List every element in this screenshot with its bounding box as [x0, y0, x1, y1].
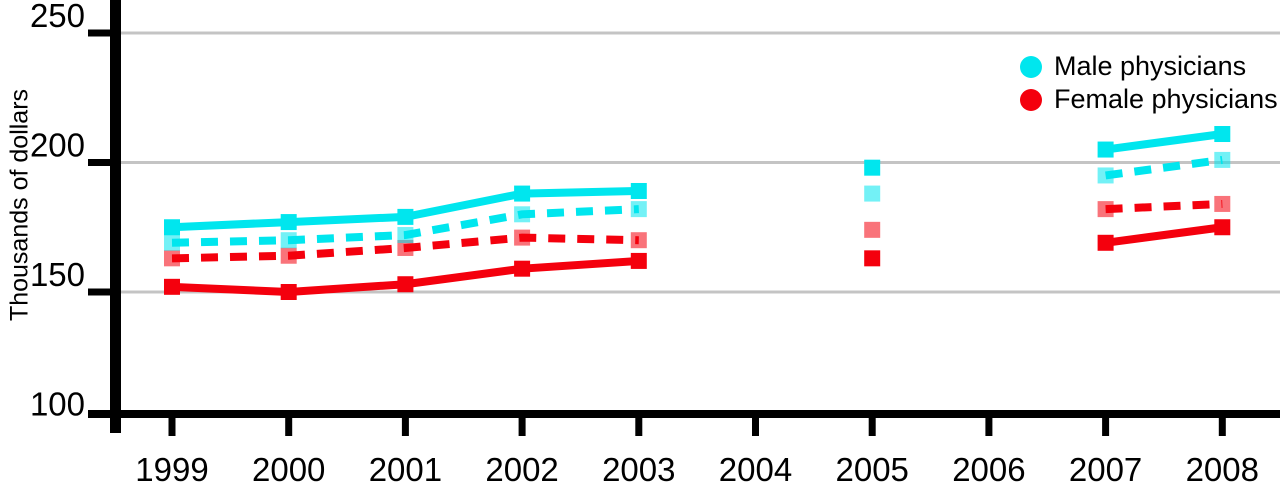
data-point-female-dashed-1999: [164, 250, 180, 267]
data-point-female-dashed-2001: [397, 239, 414, 256]
x-tick-2007: [1102, 418, 1110, 436]
data-point-female-dashed-2002: [514, 229, 531, 246]
legend-label-male-physicians: Male physicians: [1054, 51, 1247, 81]
x-tick-2004: [752, 418, 759, 436]
y-tick-150: [88, 288, 110, 296]
x-tick-label-2007: 2007: [1069, 451, 1142, 487]
data-point-female-solid-2007: [1097, 234, 1114, 251]
data-point-female-solid-2008: [1214, 219, 1231, 236]
series-line-male-solid: [1105, 130, 1223, 154]
x-tick-2002: [518, 418, 526, 436]
legend-item-male: Male physicians: [1020, 50, 1278, 83]
data-point-female-dashed-2000: [280, 247, 297, 264]
series-line-male-dashed: [1105, 155, 1223, 180]
y-tick-label-150: 150: [30, 256, 85, 293]
x-tick-label-2003: 2003: [602, 451, 675, 487]
data-point-female-dashed-2008: [1214, 195, 1231, 212]
legend: Male physicians Female physicians: [1020, 50, 1278, 116]
series-line-female-dashed: [1105, 199, 1223, 214]
x-tick-2000: [285, 418, 293, 436]
x-tick-2008: [1218, 418, 1226, 436]
data-point-male-dashed-2005: [864, 185, 881, 202]
y-axis-spine: [110, 0, 121, 433]
male-physicians-legend-dot-icon: [1020, 55, 1042, 78]
data-point-female-solid-2005: [864, 250, 881, 267]
y-tick-200: [88, 159, 110, 166]
x-tick-label-1999: 1999: [135, 451, 208, 487]
x-tick-label-2000: 2000: [252, 451, 325, 487]
data-point-male-dashed-2000: [280, 232, 297, 249]
x-tick-1999: [168, 418, 176, 436]
x-tick-2003: [635, 418, 643, 436]
legend-item-female: Female physicians: [1020, 83, 1278, 116]
y-axis-title: Thousands of dollars: [5, 88, 34, 322]
data-point-male-dashed-2002: [514, 206, 531, 223]
y-tick-label-100: 100: [30, 386, 85, 423]
x-tick-label-2006: 2006: [952, 451, 1025, 487]
data-point-female-solid-2003: [630, 252, 647, 269]
data-point-male-dashed-2003: [630, 201, 647, 218]
data-point-female-solid-2002: [514, 260, 531, 277]
data-point-male-dashed-2007: [1097, 167, 1114, 184]
data-point-male-solid-2008: [1214, 126, 1231, 143]
data-point-male-solid-2001: [397, 208, 414, 225]
data-point-male-solid-1999: [164, 219, 180, 236]
x-tick-label-2001: 2001: [369, 451, 442, 487]
data-point-male-dashed-2001: [397, 227, 414, 244]
x-tick-label-2002: 2002: [485, 451, 558, 487]
data-point-male-solid-2003: [630, 182, 647, 199]
y-tick-label-200: 200: [30, 127, 85, 164]
data-point-male-solid-2000: [280, 214, 297, 231]
x-tick-label-2004: 2004: [719, 451, 792, 487]
data-point-female-dashed-2005: [864, 221, 881, 238]
data-point-male-dashed-2008: [1214, 151, 1231, 168]
data-point-male-solid-2007: [1097, 141, 1114, 158]
x-tick-2006: [985, 418, 993, 436]
x-tick-label-2005: 2005: [835, 451, 908, 487]
data-point-female-solid-2001: [397, 276, 414, 293]
data-point-male-solid-2002: [514, 185, 531, 202]
y-tick-label-250: 250: [30, 0, 85, 34]
data-point-male-solid-2005: [864, 159, 881, 176]
series-line-female-solid: [1105, 223, 1223, 247]
data-point-female-solid-1999: [164, 278, 180, 295]
legend-label-female-physicians: Female physicians: [1054, 84, 1278, 114]
x-axis-baseline: [88, 410, 1280, 418]
data-point-male-dashed-1999: [164, 234, 180, 251]
x-tick-2001: [401, 418, 409, 436]
data-point-female-dashed-2003: [630, 232, 647, 249]
x-tick-label-2008: 2008: [1186, 451, 1259, 487]
female-physicians-legend-dot-icon: [1020, 88, 1042, 111]
y-tick-250: [88, 29, 110, 37]
data-point-female-dashed-2007: [1097, 201, 1114, 218]
data-point-female-solid-2000: [280, 284, 297, 300]
x-tick-2005: [868, 418, 876, 436]
